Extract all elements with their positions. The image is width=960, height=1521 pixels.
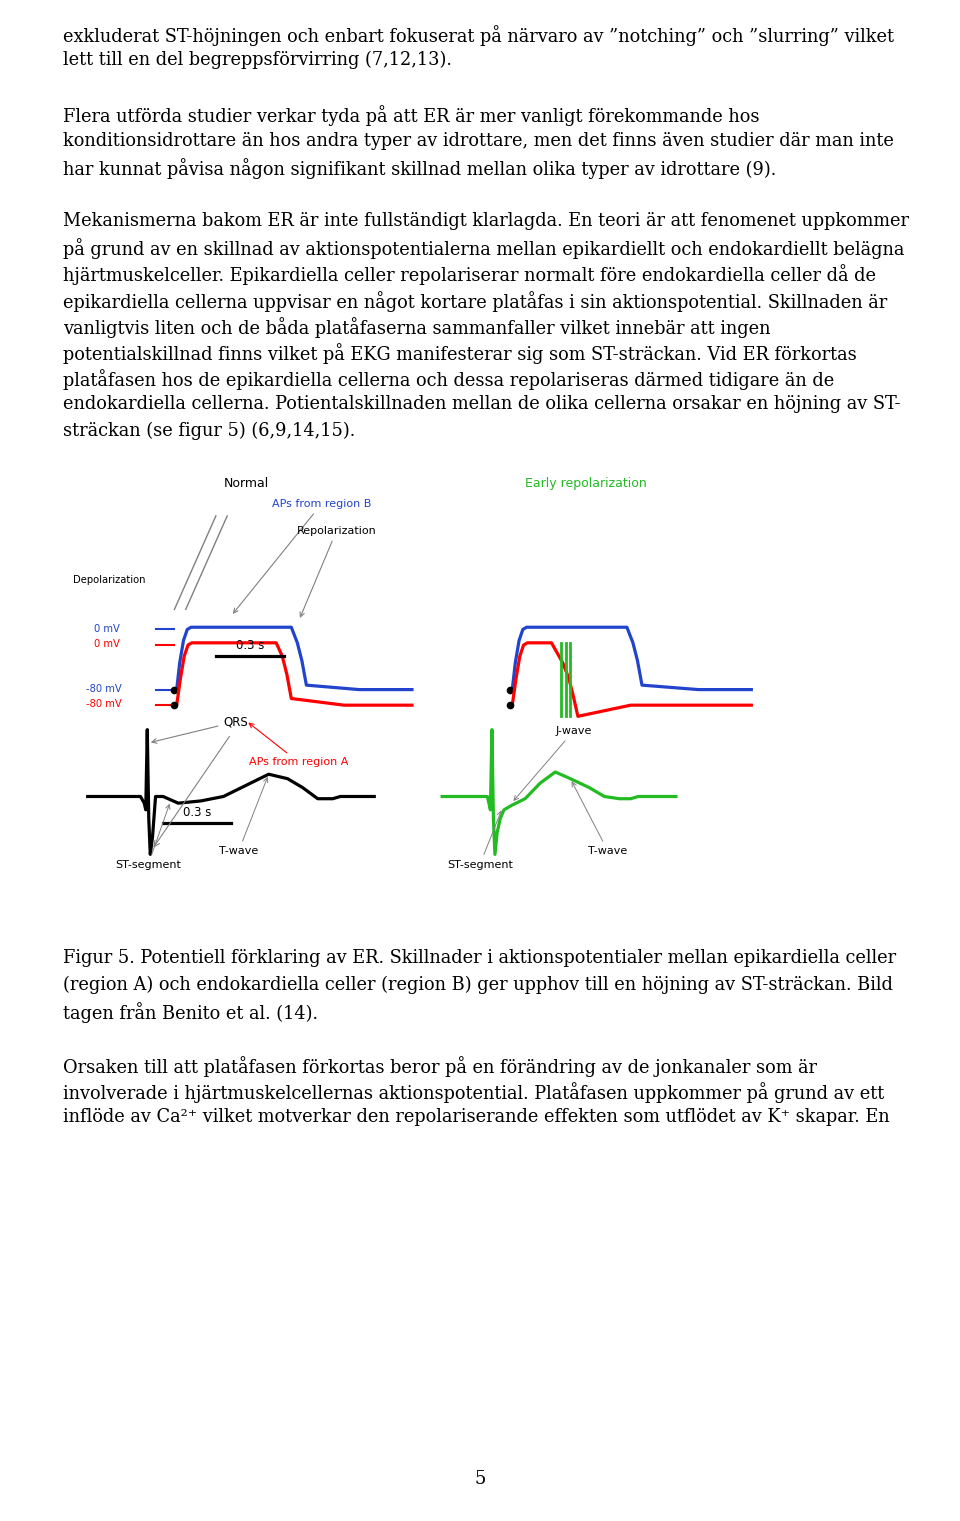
Text: potentialskillnad finns vilket på EKG manifesterar sig som ST-sträckan. Vid ER f: potentialskillnad finns vilket på EKG ma… <box>63 344 856 364</box>
Text: -80 mV: -80 mV <box>86 700 122 709</box>
Text: involverade i hjärtmuskelcellernas aktionspotential. Platåfasen uppkommer på gru: involverade i hjärtmuskelcellernas aktio… <box>63 1081 884 1103</box>
Text: J-wave: J-wave <box>514 726 591 800</box>
Text: vanligtvis liten och de båda platåfaserna sammanfaller vilket innebär att ingen: vanligtvis liten och de båda platåfasern… <box>63 316 771 338</box>
Text: 0.3 s: 0.3 s <box>182 806 211 818</box>
Text: Flera utförda studier verkar tyda på att ER är mer vanligt förekommande hos: Flera utförda studier verkar tyda på att… <box>63 105 759 126</box>
Text: har kunnat påvisa någon signifikant skillnad mellan olika typer av idrottare (9): har kunnat påvisa någon signifikant skil… <box>63 158 777 179</box>
Text: 0 mV: 0 mV <box>94 639 120 649</box>
Text: -80 mV: -80 mV <box>86 684 122 694</box>
Text: APs from region B: APs from region B <box>233 499 372 613</box>
Text: 5: 5 <box>474 1469 486 1488</box>
Text: endokardiella cellerna. Potientalskillnaden mellan de olika cellerna orsakar en : endokardiella cellerna. Potientalskillna… <box>63 395 900 414</box>
Text: konditionsidrottare än hos andra typer av idrottare, men det finns även studier : konditionsidrottare än hos andra typer a… <box>63 132 894 149</box>
Text: Depolarization: Depolarization <box>73 575 145 584</box>
Text: på grund av en skillnad av aktionspotentialerna mellan epikardiellt och endokard: på grund av en skillnad av aktionspotent… <box>63 239 904 259</box>
Text: 0 mV: 0 mV <box>94 624 120 634</box>
Text: APs from region A: APs from region A <box>250 724 348 767</box>
Text: hjärtmuskelceller. Epikardiella celler repolariserar normalt före endokardiella : hjärtmuskelceller. Epikardiella celler r… <box>63 265 876 286</box>
Text: Orsaken till att platåfasen förkortas beror på en förändring av de jonkanaler so: Orsaken till att platåfasen förkortas be… <box>63 1056 817 1077</box>
Text: exkluderat ST-höjningen och enbart fokuserat på närvaro av ”notching” och ”slurr: exkluderat ST-höjningen och enbart fokus… <box>63 24 894 46</box>
Text: 0.3 s: 0.3 s <box>235 639 264 651</box>
Text: lett till en del begreppsförvirring (7,12,13).: lett till en del begreppsförvirring (7,1… <box>63 52 452 70</box>
Text: T-wave: T-wave <box>572 782 628 856</box>
Text: epikardiella cellerna uppvisar en något kortare platåfas i sin aktionspotential.: epikardiella cellerna uppvisar en något … <box>63 291 887 312</box>
Text: QRS: QRS <box>152 715 249 744</box>
Text: tagen från Benito et al. (14).: tagen från Benito et al. (14). <box>63 1002 318 1022</box>
Text: T-wave: T-wave <box>219 777 268 856</box>
Text: Normal: Normal <box>224 478 269 490</box>
Text: ST-segment: ST-segment <box>447 811 513 870</box>
Text: Early repolarization: Early repolarization <box>524 478 646 490</box>
Text: inflöde av Ca²⁺ vilket motverkar den repolariserande effekten som utflödet av K⁺: inflöde av Ca²⁺ vilket motverkar den rep… <box>63 1109 890 1126</box>
Text: Figur 5. Potentiell förklaring av ER. Skillnader i aktionspotentialer mellan epi: Figur 5. Potentiell förklaring av ER. Sk… <box>63 949 896 967</box>
Text: (region A) och endokardiella celler (region B) ger upphov till en höjning av ST-: (region A) och endokardiella celler (reg… <box>63 975 893 993</box>
Text: ST-segment: ST-segment <box>115 805 180 870</box>
Text: Mekanismerna bakom ER är inte fullständigt klarlagda. En teori är att fenomenet : Mekanismerna bakom ER är inte fullständi… <box>63 211 909 230</box>
Text: Repolarization: Repolarization <box>297 526 376 618</box>
Text: sträckan (se figur 5) (6,9,14,15).: sträckan (se figur 5) (6,9,14,15). <box>63 421 355 440</box>
Text: platåfasen hos de epikardiella cellerna och dessa repolariseras därmed tidigare : platåfasen hos de epikardiella cellerna … <box>63 370 834 391</box>
